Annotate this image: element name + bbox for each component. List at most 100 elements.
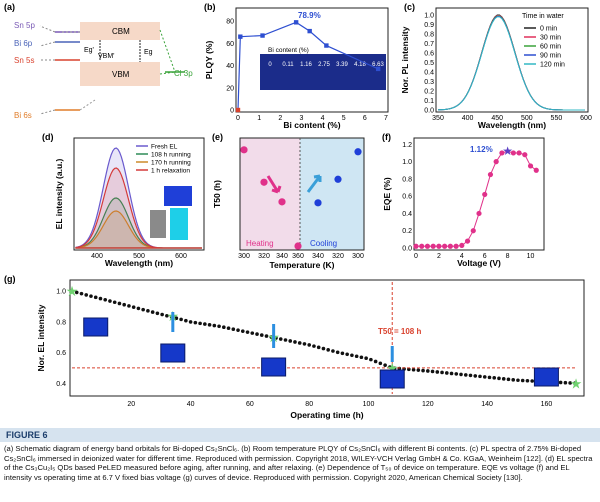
g-ytick: 0.6 xyxy=(56,350,66,357)
g-ylabel: Nor. EL intensity xyxy=(36,304,46,371)
el-point xyxy=(236,328,240,332)
c-ylabel: Nor. PL intensity xyxy=(400,26,410,93)
d-ylabel: EL intensity (a.u.) xyxy=(54,158,64,229)
el-point xyxy=(74,290,79,295)
eqe-point xyxy=(442,243,448,249)
el-point xyxy=(492,376,497,380)
heating-region xyxy=(240,138,300,250)
panel-d-label: (d) xyxy=(42,132,54,142)
el-point xyxy=(184,318,188,323)
c-ytick: 0.2 xyxy=(424,88,434,95)
e-xtick: 340 xyxy=(312,253,324,260)
el-point xyxy=(373,359,378,364)
e-xtick: 360 xyxy=(292,253,304,260)
d-xtick: 400 xyxy=(91,253,103,260)
b-xtick: 6 xyxy=(363,115,367,122)
b-xtick: 3 xyxy=(299,115,303,122)
g-ytick: 0.8 xyxy=(56,319,66,326)
g-xtick: 40 xyxy=(187,401,195,408)
el-point xyxy=(245,330,250,334)
el-point xyxy=(207,323,212,327)
plqy-point xyxy=(324,43,329,48)
el-point xyxy=(435,370,440,374)
el-point xyxy=(250,331,255,335)
e-xtick: 300 xyxy=(352,253,364,260)
el-point xyxy=(525,378,530,383)
f-xtick: 6 xyxy=(483,253,487,260)
panel-c: (c) Time in water 0 min 30 min 60 min 90 mi… xyxy=(400,0,600,130)
eqe-annotation: 1.12% xyxy=(470,145,493,154)
cl3p-label: Cl 3p xyxy=(174,69,193,78)
f-xtick: 0 xyxy=(414,253,418,260)
device-photo xyxy=(261,357,287,377)
panel-b-label: (b) xyxy=(204,2,216,12)
legend-label: 30 min xyxy=(540,35,561,42)
el-point xyxy=(444,371,449,375)
el-point xyxy=(516,378,520,383)
legend-label: 170 h running xyxy=(151,160,191,167)
heating-point xyxy=(240,146,248,154)
el-point xyxy=(369,357,373,362)
device-photo xyxy=(83,317,109,337)
g-xlabel: Operating time (h) xyxy=(290,410,363,420)
el-point xyxy=(278,337,283,341)
bi6s-label: Bi 6s xyxy=(14,111,32,120)
eqe-point xyxy=(436,243,442,249)
d-xtick: 600 xyxy=(175,253,187,260)
eqe-point xyxy=(459,242,465,249)
eqe-voltage-chart: (f) ★ 1.12% 0 2 4 6 8 10 1.2 1.0 0.8 0.6 0.4 0.2 0.… xyxy=(382,132,545,268)
c-xtick: 550 xyxy=(551,115,563,122)
el-point xyxy=(530,379,534,383)
plot-frame xyxy=(73,137,205,251)
el-point xyxy=(117,301,122,306)
eqe-point xyxy=(522,152,528,158)
el-point xyxy=(193,320,198,325)
panel-f: (f) ★ 1.12% 0 2 4 6 8 10 1.2 1.0 0.8 0.6 0.4 0.2 0.… xyxy=(380,130,550,270)
c-ytick: 0.9 xyxy=(424,22,434,29)
el-point xyxy=(155,311,160,316)
eqe-line xyxy=(416,150,537,247)
el-point xyxy=(174,316,179,321)
b-ytick: 60 xyxy=(226,41,234,48)
legend-label: 60 min xyxy=(540,44,561,51)
el-point xyxy=(150,310,155,314)
g-xtick: 160 xyxy=(541,401,553,408)
b-xtick: 0 xyxy=(236,115,240,122)
b-xlabel: Bi content (%) xyxy=(283,120,340,130)
eqe-point xyxy=(510,150,516,156)
el-point xyxy=(421,368,425,373)
eqe-point xyxy=(476,210,482,217)
c-ytick: 0.0 xyxy=(424,108,434,115)
el-point xyxy=(440,370,444,375)
el-point xyxy=(473,374,478,378)
panel-f-label: (f) xyxy=(382,132,391,142)
el-point xyxy=(568,381,572,385)
vbm-band xyxy=(80,62,160,86)
el-point xyxy=(487,375,492,380)
legend-label: 90 min xyxy=(540,53,561,60)
el-point xyxy=(307,343,312,347)
c-xtick: 400 xyxy=(462,115,474,122)
panel-a: (a) CBM VBM VBM' Eg' Eg Sn 5p Bi 6p Sn 5… xyxy=(0,0,200,130)
cbm-band xyxy=(80,22,160,40)
inset-label: 6.63 xyxy=(372,62,384,68)
plqy-annotation: 78.9% xyxy=(298,11,321,20)
el-point xyxy=(573,381,577,385)
eqe-point xyxy=(482,191,488,198)
e-xtick: 320 xyxy=(332,253,344,260)
figure-label: FIGURE 6 xyxy=(0,428,600,442)
eqe-point xyxy=(447,243,453,249)
el-point xyxy=(264,334,269,338)
eqe-point xyxy=(527,163,534,169)
c-ytick: 0.1 xyxy=(424,98,434,105)
legend-label: 0 min xyxy=(540,26,557,33)
el-point xyxy=(108,299,112,303)
f-ylabel: EQE (%) xyxy=(382,177,392,211)
el-point xyxy=(112,300,117,305)
el-point xyxy=(188,320,193,324)
cooling-point xyxy=(334,175,342,183)
c-ytick: 0.3 xyxy=(424,79,434,86)
f-ytick: 0.6 xyxy=(402,194,412,201)
eqe-point xyxy=(419,243,425,249)
c-ytick: 0.5 xyxy=(424,60,434,67)
